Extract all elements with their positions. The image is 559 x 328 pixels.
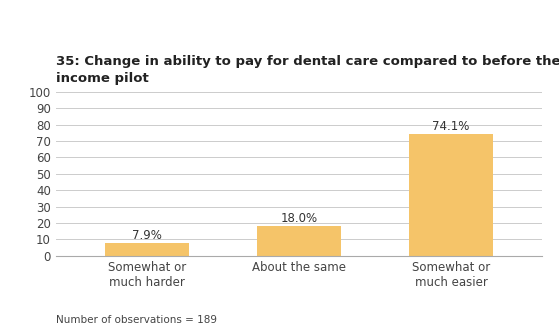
Text: 7.9%: 7.9% bbox=[132, 229, 162, 241]
Text: Number of observations = 189: Number of observations = 189 bbox=[56, 315, 217, 325]
Bar bbox=[105, 243, 189, 256]
Text: 18.0%: 18.0% bbox=[281, 212, 318, 225]
Text: 74.1%: 74.1% bbox=[432, 120, 470, 133]
Text: 35: Change in ability to pay for dental care compared to before the basic
income: 35: Change in ability to pay for dental … bbox=[56, 55, 559, 85]
Bar bbox=[257, 226, 341, 256]
Bar bbox=[409, 134, 493, 256]
